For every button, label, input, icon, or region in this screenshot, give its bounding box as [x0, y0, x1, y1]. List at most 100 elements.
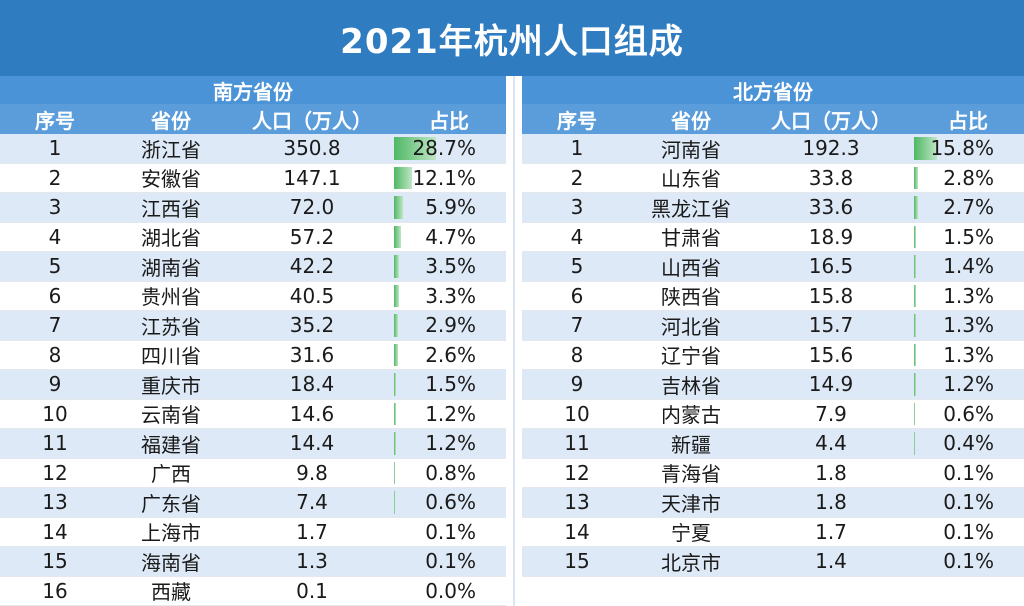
row-index: 10: [42, 401, 68, 426]
row-share: 0.1%: [392, 547, 506, 576]
row-share-text: 0.6%: [425, 490, 476, 515]
row-province: 宁夏: [671, 521, 711, 546]
row-population: 7.4: [296, 490, 328, 515]
row-share: 0.0%: [392, 577, 506, 606]
row-population: 1.7: [296, 519, 328, 544]
row-population: 42.2: [289, 254, 335, 279]
row-index: 16: [42, 578, 68, 603]
row-population: 1.8: [815, 460, 847, 485]
row-index: 5: [48, 254, 62, 279]
row-share: 1.3%: [912, 341, 1024, 370]
share-bar: [394, 373, 397, 396]
table-row: 14 宁夏 1.7 0.1%: [522, 517, 1024, 547]
row-share: 3.3%: [392, 282, 506, 311]
table-row: 1 河南省 192.3 15.8%: [522, 134, 1024, 164]
share-bar: [394, 461, 396, 484]
row-share: 5.9%: [392, 193, 506, 222]
share-bar: [394, 225, 401, 248]
share-bar: [394, 402, 396, 425]
row-province: 山西省: [661, 255, 721, 280]
table-row: 13 天津市 1.8 0.1%: [522, 488, 1024, 518]
row-index: 4: [570, 224, 584, 249]
table-row: 1 浙江省 350.8 28.7%: [0, 134, 506, 164]
row-share-text: 1.3%: [943, 342, 994, 367]
row-share: 1.2%: [912, 370, 1024, 399]
row-province: 海南省: [141, 550, 201, 575]
row-province: 重庆市: [141, 373, 201, 398]
table-row: 4 湖北省 57.2 4.7%: [0, 222, 506, 252]
row-share-text: 0.1%: [943, 519, 994, 544]
row-province: 西藏: [151, 580, 191, 605]
row-population: 14.4: [289, 431, 335, 456]
row-population: 15.6: [808, 342, 854, 367]
row-share-text: 1.3%: [943, 283, 994, 308]
north-header-population: 人口（万人）: [771, 108, 891, 133]
share-bar: [914, 196, 918, 219]
share-bar: [394, 314, 399, 337]
share-bar: [914, 284, 916, 307]
table-row: 10 内蒙古 7.9 0.6%: [522, 399, 1024, 429]
row-province: 江西省: [141, 196, 201, 221]
row-population: 15.7: [808, 313, 854, 338]
row-index: 14: [42, 519, 68, 544]
row-share-text: 1.2%: [425, 431, 476, 456]
row-population: 33.8: [808, 165, 854, 190]
share-bar: [914, 343, 916, 366]
row-population: 57.2: [289, 224, 335, 249]
table-row: 7 江苏省 35.2 2.9%: [0, 311, 506, 341]
row-province: 北京市: [661, 550, 721, 575]
table-row: 15 北京市 1.4 0.1%: [522, 547, 1024, 577]
row-share: 1.3%: [912, 311, 1024, 340]
row-index: 12: [564, 460, 590, 485]
row-index: 6: [570, 283, 584, 308]
share-bar: [914, 255, 917, 278]
row-share-text: 15.8%: [930, 136, 994, 161]
row-index: 2: [570, 165, 584, 190]
row-share: 0.8%: [392, 459, 506, 488]
row-share: 2.8%: [912, 164, 1024, 193]
row-index: 13: [42, 490, 68, 515]
row-province: 黑龙江省: [651, 196, 731, 221]
row-index: 6: [48, 283, 62, 308]
row-population: 1.8: [815, 490, 847, 515]
table-row: 6 贵州省 40.5 3.3%: [0, 281, 506, 311]
north-panel: 北方省份 序号 省份 人口（万人） 占比 1 河南省 192.3 15.8% 2 山东省 3…: [522, 76, 1024, 577]
row-population: 7.9: [815, 401, 847, 426]
row-share: 0.4%: [912, 429, 1024, 458]
row-share-text: 2.6%: [425, 342, 476, 367]
row-share-text: 1.3%: [943, 313, 994, 338]
row-province: 吉林省: [661, 373, 721, 398]
row-share-text: 0.1%: [943, 460, 994, 485]
table-row: 12 广西 9.8 0.8%: [0, 458, 506, 488]
row-share: 1.3%: [912, 282, 1024, 311]
row-population: 72.0: [289, 195, 335, 220]
row-index: 8: [570, 342, 584, 367]
row-share: 0.1%: [912, 518, 1024, 547]
row-share-text: 0.4%: [943, 431, 994, 456]
share-bar: [394, 343, 398, 366]
share-bar: [394, 491, 395, 514]
north-header-share: 占比: [948, 108, 988, 133]
row-share: 12.1%: [392, 164, 506, 193]
row-index: 15: [564, 549, 590, 574]
row-index: 5: [570, 254, 584, 279]
row-share: 28.7%: [392, 134, 506, 163]
row-share-text: 0.0%: [425, 578, 476, 603]
row-province: 贵州省: [141, 285, 201, 310]
row-index: 3: [570, 195, 584, 220]
row-index: 7: [570, 313, 584, 338]
row-province: 江苏省: [141, 314, 201, 339]
table-row: 14 上海市 1.7 0.1%: [0, 517, 506, 547]
panel-divider-line: [513, 76, 515, 606]
row-province: 河南省: [661, 137, 721, 162]
south-header-population: 人口（万人）: [252, 108, 372, 133]
row-share: 2.6%: [392, 341, 506, 370]
row-share-text: 1.2%: [943, 372, 994, 397]
row-province: 河北省: [661, 314, 721, 339]
row-share: 2.7%: [912, 193, 1024, 222]
row-population: 350.8: [283, 136, 341, 161]
row-index: 11: [42, 431, 68, 456]
table-row: 12 青海省 1.8 0.1%: [522, 458, 1024, 488]
row-province: 福建省: [141, 432, 201, 457]
table-row: 10 云南省 14.6 1.2%: [0, 399, 506, 429]
